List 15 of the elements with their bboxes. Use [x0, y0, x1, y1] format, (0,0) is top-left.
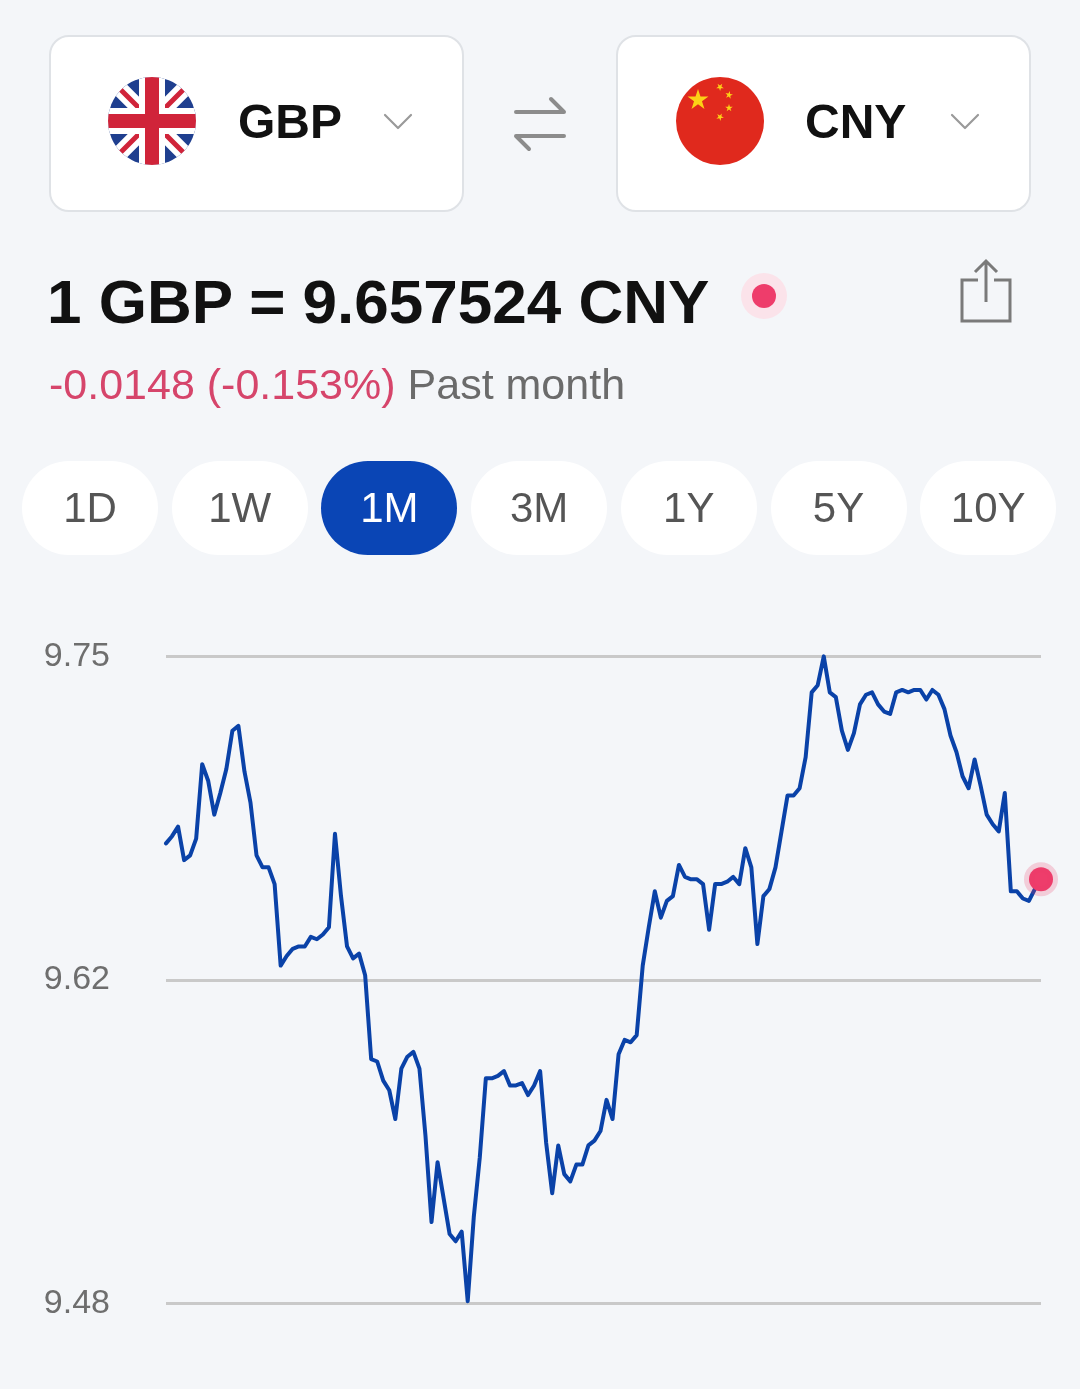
currency-selector: GBP: [49, 35, 464, 212]
period-button: 1W: [171, 461, 308, 555]
y-tick-label: 9.75: [43, 634, 110, 673]
y-tick-label: 9.62: [43, 958, 110, 997]
chart-subtitle: Past month: [407, 360, 626, 408]
period-button: 10Y: [920, 461, 1057, 555]
y-tick-label: 9.48: [43, 1281, 110, 1320]
period-button: 1Y: [620, 461, 757, 555]
period-button: 1D: [22, 461, 158, 555]
period-button: 5Y: [770, 461, 907, 555]
period-button: 1M: [321, 461, 458, 555]
text: -0.0148 (-0.153%): [49, 360, 396, 408]
period-button: 3M: [471, 461, 608, 555]
currency-selector: CNY: [616, 35, 1031, 212]
chart-title: 1 GBP = 9.657524 CNY: [47, 267, 710, 336]
